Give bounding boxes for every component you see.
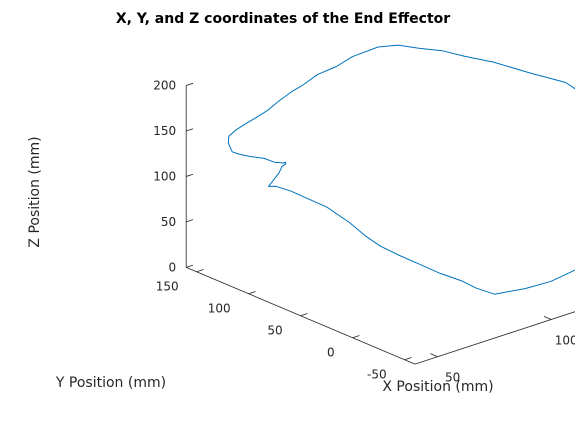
- z-tick-mark: [186, 219, 194, 223]
- chart-title: X, Y, and Z coordinates of the End Effec…: [116, 11, 450, 27]
- z-tick-label: 150: [153, 124, 176, 138]
- y-tick-label: 0: [327, 346, 335, 360]
- z-tick-mark: [186, 173, 194, 177]
- y-tick-mark: [300, 313, 308, 317]
- series-group: [227, 44, 575, 295]
- x-axis-line: [414, 311, 575, 365]
- y-tick-label: -50: [367, 368, 387, 382]
- z-axis-label: Z Position (mm): [27, 136, 43, 247]
- axes-group: [185, 85, 575, 365]
- y-axis-label: Y Position (mm): [55, 375, 166, 391]
- series-line-1: [227, 44, 575, 295]
- y-tick-mark: [248, 291, 256, 295]
- z-tick-label: 200: [153, 79, 176, 93]
- y-tick-label: 150: [156, 280, 179, 294]
- y-tick-mark: [404, 357, 412, 361]
- z-tick-label: 100: [153, 169, 176, 183]
- x-axis-label: X Position (mm): [382, 379, 493, 395]
- y-tick-mark: [196, 269, 204, 273]
- z-tick-mark: [186, 128, 194, 132]
- y-tick-label: 100: [208, 302, 231, 316]
- y-tick-mark: [352, 335, 360, 339]
- z-tick-mark: [186, 264, 194, 268]
- y-tick-label: 50: [267, 324, 282, 338]
- z-tick-label: 0: [169, 260, 177, 274]
- x-tick-label: 50: [445, 371, 460, 385]
- x-tick-mark: [543, 316, 552, 320]
- x-tick-label: 100: [555, 334, 575, 348]
- x-tick-mark: [430, 353, 438, 358]
- z-tick-label: 50: [161, 215, 176, 229]
- z-tick-mark: [186, 82, 194, 86]
